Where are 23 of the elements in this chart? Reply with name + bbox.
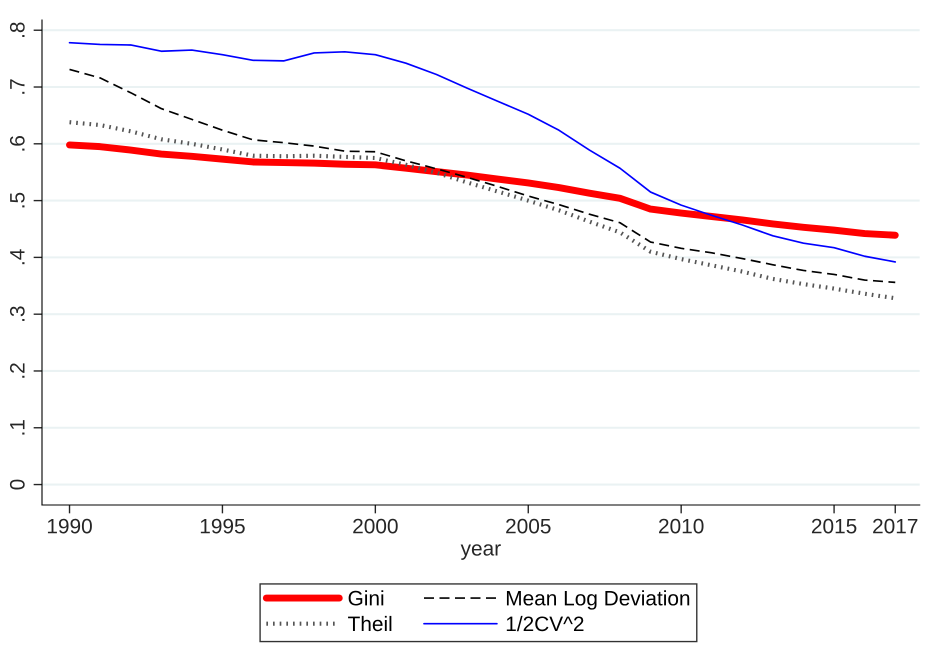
x-tick-label: 2005 — [506, 518, 551, 534]
legend-label: Theil — [348, 616, 392, 632]
y-tick-label: .6 — [10, 136, 25, 151]
legend-label: 1/2CV^2 — [506, 616, 584, 632]
legend-label: Mean Log Deviation — [506, 590, 690, 610]
line-series — [68, 68, 896, 284]
y-tick-label: .1 — [10, 420, 24, 435]
x-tick-label: 2017 — [873, 518, 918, 534]
y-tick-label: .3 — [10, 306, 25, 321]
y-tick-label: .8 — [10, 22, 25, 38]
y-tick-label: .4 — [10, 249, 24, 264]
legend-label: Gini — [348, 590, 384, 606]
x-tick-label: 1995 — [200, 518, 245, 534]
x-tick-label: 2010 — [659, 518, 704, 534]
x-axis-title: year — [460, 544, 501, 560]
x-tick-label: 2015 — [812, 518, 856, 534]
y-tick-label: 0 — [10, 480, 25, 490]
line-series — [68, 42, 896, 263]
y-tick-label: .2 — [10, 363, 24, 378]
y-tick-label: .7 — [10, 79, 24, 94]
x-tick-label: 1990 — [48, 518, 92, 534]
y-tick-label: .5 — [10, 192, 25, 208]
x-tick-label: 2000 — [353, 518, 398, 534]
